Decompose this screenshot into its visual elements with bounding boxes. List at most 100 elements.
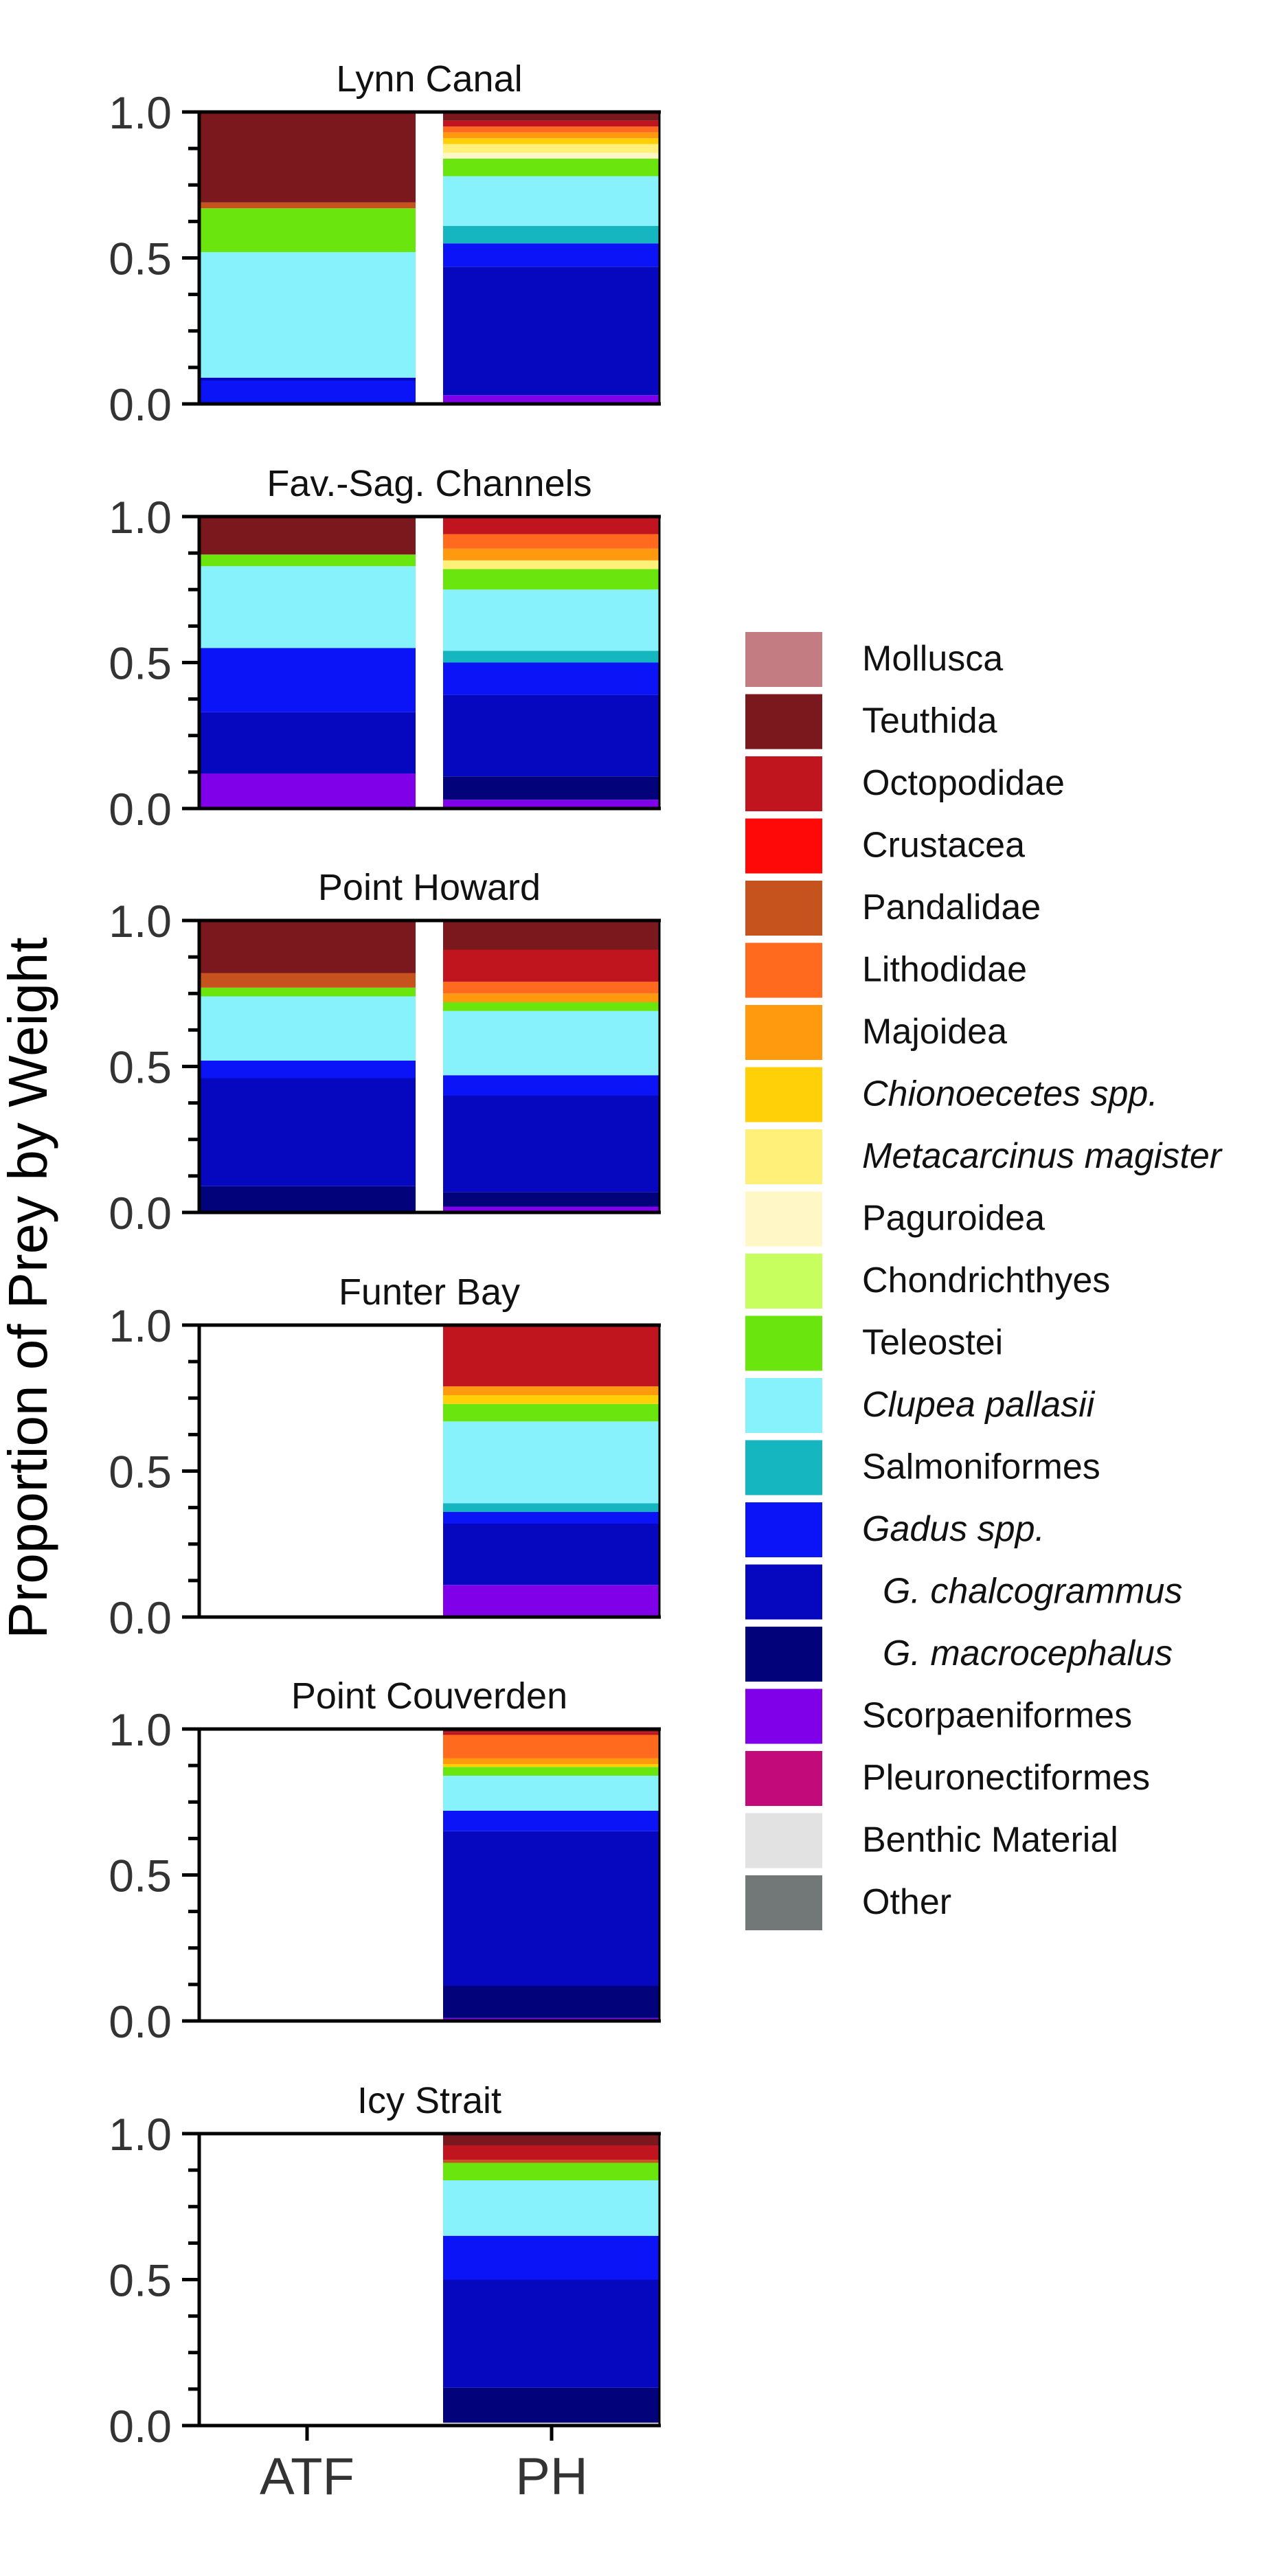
bar-segment-ph-lithodidae bbox=[443, 126, 659, 133]
y-tick-label: 0.0 bbox=[109, 2401, 172, 2452]
panel-title: Icy Strait bbox=[357, 2080, 501, 2121]
bar-segment-ph-gadus-spp bbox=[443, 1075, 659, 1096]
legend-swatch-crustacea bbox=[745, 818, 822, 874]
y-tick-label: 1.0 bbox=[109, 1704, 172, 1755]
bar-segment-atf-g-chalcogrammus bbox=[199, 712, 416, 773]
bar-segment-ph-clupea-pallasii bbox=[443, 1421, 659, 1504]
y-tick-label: 0.0 bbox=[109, 1996, 172, 2047]
bar-segment-atf-gadus-spp bbox=[199, 1061, 416, 1078]
panel-fav-sag-channels: Fav.-Sag. Channels 0.0 0.5 1.0 bbox=[109, 463, 661, 835]
legend-label-g-macrocephalus: G. macrocephalus bbox=[883, 1634, 1173, 1673]
bar-segment-ph-g-chalcogrammus bbox=[443, 2279, 659, 2388]
bar-segment-atf-scorpaeniformes bbox=[199, 773, 416, 809]
bar-segment-ph-gadus-spp bbox=[443, 1811, 659, 1831]
bar-segment-atf-teuthida bbox=[199, 517, 416, 555]
y-tick-label: 0.5 bbox=[109, 638, 172, 689]
bar-segment-ph-majoidea bbox=[443, 993, 659, 1002]
legend-label-pandalidae: Pandalidae bbox=[862, 888, 1041, 927]
legend-swatch-octopodidae bbox=[745, 756, 822, 811]
y-tick-label: 1.0 bbox=[109, 87, 172, 138]
panel-title: Lynn Canal bbox=[336, 58, 522, 100]
bar-segment-atf-gadus-spp bbox=[199, 648, 416, 712]
bar-segment-atf-pandalidae bbox=[199, 973, 416, 988]
bar-segment-ph-teuthida bbox=[443, 920, 659, 950]
bar-segment-ph-teleostei bbox=[443, 1403, 659, 1422]
panel-point-couverden: Point Couverden 0.0 0.5 1.0 bbox=[109, 1675, 661, 2047]
panel-title: Point Couverden bbox=[291, 1675, 567, 1717]
legend-label-pleuronectiformes: Pleuronectiformes bbox=[862, 1758, 1150, 1798]
panels-group: Lynn Canal 0.0 0.5 1.0 Fav.-Sag. Channels 0.0… bbox=[109, 58, 661, 2452]
bar-segment-ph-teuthida bbox=[443, 112, 659, 121]
bar-segment-ph-clupea-pallasii bbox=[443, 1010, 659, 1076]
bar-segment-atf-teuthida bbox=[199, 920, 416, 973]
legend-swatch-metacarcinus-magister bbox=[745, 1129, 822, 1184]
bar-segment-ph-clupea-pallasii bbox=[443, 2180, 659, 2236]
y-tick-label: 0.0 bbox=[109, 379, 172, 430]
bar-segment-ph-g-chalcogrammus bbox=[443, 694, 659, 777]
bar-segment-ph-scorpaeniformes bbox=[443, 1206, 659, 1212]
panel-lynn-canal: Lynn Canal 0.0 0.5 1.0 bbox=[109, 58, 661, 430]
bar-segment-ph-octopodidae bbox=[443, 2145, 659, 2160]
bar-segment-ph-octopodidae bbox=[443, 120, 659, 127]
legend-label-metacarcinus-magister: Metacarcinus magister bbox=[862, 1136, 1223, 1176]
bar-segment-ph-gadus-spp bbox=[443, 243, 659, 267]
y-tick-label: 1.0 bbox=[109, 1300, 172, 1351]
legend-label-octopodidae: Octopodidae bbox=[862, 763, 1065, 803]
bar-segment-atf-clupea-pallasii bbox=[199, 996, 416, 1061]
legend-swatch-chionoecetes-spp bbox=[745, 1067, 822, 1122]
y-tick-label: 0.5 bbox=[109, 2255, 172, 2306]
legend-label-lithodidae: Lithodidae bbox=[862, 950, 1027, 990]
bar-gap bbox=[416, 111, 443, 405]
bar-segment-atf-teleostei bbox=[199, 554, 416, 567]
bar-segment-ph-lithodidae bbox=[443, 534, 659, 549]
bar-segment-ph-gadus-spp bbox=[443, 662, 659, 695]
legend-label-chionoecetes-spp: Chionoecetes spp. bbox=[862, 1074, 1158, 1114]
x-tick-label-ph: PH bbox=[515, 2448, 588, 2506]
bar-segment-ph-salmoniformes bbox=[443, 651, 659, 663]
legend-swatch-majoidea bbox=[745, 1005, 822, 1060]
bar-segment-ph-octopodidae bbox=[443, 517, 659, 534]
bar-segment-atf-clupea-pallasii bbox=[199, 252, 416, 378]
legend-swatch-clupea-pallasii bbox=[745, 1378, 822, 1433]
legend: Mollusca Teuthida Octopodidae Crustacea Pand… bbox=[745, 632, 1223, 1930]
bar-segment-ph-g-chalcogrammus bbox=[443, 1096, 659, 1193]
y-tick-label: 0.5 bbox=[109, 234, 172, 284]
y-tick-label: 1.0 bbox=[109, 492, 172, 543]
bar-segment-atf-g-chalcogrammus bbox=[199, 1078, 416, 1186]
bar-segment-ph-teleostei bbox=[443, 159, 659, 177]
legend-swatch-chondrichthyes bbox=[745, 1254, 822, 1309]
bar-segment-atf-teleostei bbox=[199, 208, 416, 252]
panel-icy-strait: Icy Strait 0.0 0.5 1.0 bbox=[109, 2080, 661, 2452]
legend-swatch-other bbox=[745, 1875, 822, 1930]
bar-segment-ph-chionoecetes-spp bbox=[443, 1395, 659, 1404]
bar-segment-ph-g-chalcogrammus bbox=[443, 1831, 659, 1986]
bar-segment-atf-teuthida bbox=[199, 112, 416, 203]
legend-swatch-benthic-material bbox=[745, 1813, 822, 1868]
bar-segment-ph-pandalidae bbox=[443, 2160, 659, 2163]
bar-segment-ph-teleostei bbox=[443, 569, 659, 590]
bar-segment-ph-chionoecetes-spp bbox=[443, 138, 659, 144]
bar-segment-ph-octopodidae bbox=[443, 1325, 659, 1387]
legend-swatch-g-macrocephalus bbox=[745, 1627, 822, 1682]
legend-swatch-teleostei bbox=[745, 1315, 822, 1371]
y-tick-label: 0.0 bbox=[109, 1592, 172, 1643]
y-tick-label: 1.0 bbox=[109, 896, 172, 947]
x-axis-labels: ATF PH bbox=[260, 2426, 588, 2506]
panel-title: Funter Bay bbox=[339, 1272, 520, 1313]
bar-segment-atf-g-chalcogrammus bbox=[199, 377, 416, 381]
bar-segment-ph-chionoecetes-spp bbox=[443, 1764, 659, 1767]
bar-segment-ph-scorpaeniformes bbox=[443, 1585, 659, 1617]
y-tick-label: 0.5 bbox=[109, 1042, 172, 1093]
x-tick-label-atf: ATF bbox=[260, 2448, 354, 2506]
bar-segment-ph-g-macrocephalus bbox=[443, 776, 659, 800]
bar-segment-ph-clupea-pallasii bbox=[443, 176, 659, 226]
bar-segment-ph-majoidea bbox=[443, 132, 659, 139]
panel-title: Point Howard bbox=[318, 867, 541, 908]
bar-segment-ph-salmoniformes bbox=[443, 1503, 659, 1512]
y-tick-label: 0.0 bbox=[109, 784, 172, 835]
bar-segment-ph-scorpaeniformes bbox=[443, 800, 659, 809]
panel-funter-bay: Funter Bay 0.0 0.5 1.0 bbox=[109, 1272, 661, 1643]
legend-label-other: Other bbox=[862, 1882, 951, 1922]
bar-gap bbox=[416, 919, 443, 1214]
